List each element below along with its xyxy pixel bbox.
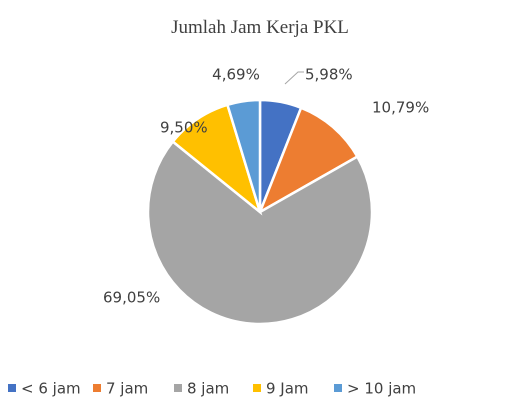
legend-label: > 10 jam bbox=[347, 380, 416, 398]
data-label: 69,05% bbox=[103, 289, 160, 307]
legend-label: 9 Jam bbox=[266, 380, 309, 398]
legend-swatch bbox=[174, 384, 182, 392]
data-label: 5,98% bbox=[305, 66, 353, 84]
chart-title: Jumlah Jam Kerja PKL bbox=[171, 17, 349, 38]
legend-swatch bbox=[8, 384, 16, 392]
data-label: 9,50% bbox=[160, 119, 208, 137]
pie-slice bbox=[225, 98, 262, 213]
legend-label: 7 jam bbox=[106, 380, 148, 398]
legend-label: < 6 jam bbox=[21, 380, 81, 398]
pie-slice bbox=[257, 106, 360, 215]
legend-swatch bbox=[334, 384, 342, 392]
legend-label: 8 jam bbox=[187, 380, 229, 398]
legend-swatch bbox=[253, 384, 261, 392]
pie-slice bbox=[146, 139, 374, 326]
legend-swatch bbox=[93, 384, 101, 392]
leader-line bbox=[284, 71, 304, 85]
data-label: 4,69% bbox=[212, 66, 260, 84]
data-label: 10,79% bbox=[372, 99, 429, 117]
